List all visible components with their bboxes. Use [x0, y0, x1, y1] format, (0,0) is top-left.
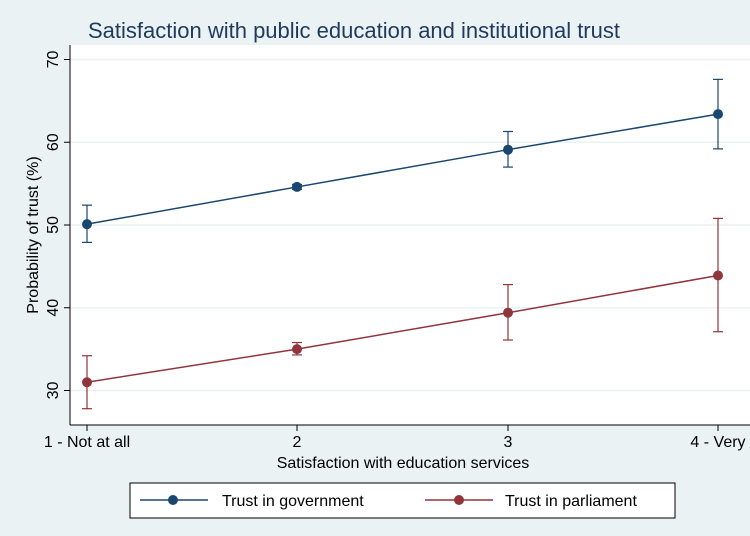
- y-axis-label: Probability of trust (%): [25, 156, 42, 313]
- axes: 30 40 50 60 70 1 - Not at all 2 3 4 - Very: [44, 45, 750, 451]
- series-line-1: [86, 113, 719, 225]
- x-tick-label-2: 2: [293, 434, 302, 451]
- x-tick-label-3: 3: [504, 434, 513, 451]
- y-tick-label-40: 40: [45, 299, 62, 317]
- chart-title: Satisfaction with public education and i…: [88, 18, 620, 43]
- x-tick-label-4: 4 - Very: [690, 434, 745, 451]
- series-2: [82, 217, 723, 410]
- plot-area: [70, 45, 750, 425]
- series-1: [82, 78, 723, 243]
- point-2-1: [82, 377, 92, 388]
- series-layer: [82, 78, 723, 410]
- point-2-4: [713, 270, 723, 281]
- point-1-4: [713, 109, 723, 120]
- point-1-1: [82, 219, 92, 230]
- legend-marker-2: [454, 495, 464, 505]
- y-tick-label-70: 70: [45, 51, 62, 69]
- legend: Trust in government Trust in parliament: [129, 482, 676, 519]
- y-tick-label-30: 30: [45, 382, 62, 400]
- series-line-2: [86, 274, 719, 383]
- grid: [70, 58, 750, 392]
- legend-marker-1: [168, 495, 178, 505]
- legend-label-1: Trust in government: [222, 493, 364, 510]
- legend-box: [129, 482, 676, 519]
- y-tick-label-50: 50: [45, 216, 62, 234]
- x-tick-label-1: 1 - Not at all: [44, 434, 130, 451]
- x-axis-label: Satisfaction with education services: [277, 455, 530, 472]
- point-1-3: [503, 144, 513, 155]
- point-1-2: [292, 181, 302, 192]
- point-2-2: [292, 344, 302, 355]
- legend-label-2: Trust in parliament: [505, 493, 637, 510]
- point-2-3: [503, 307, 513, 318]
- y-tick-label-60: 60: [45, 133, 62, 151]
